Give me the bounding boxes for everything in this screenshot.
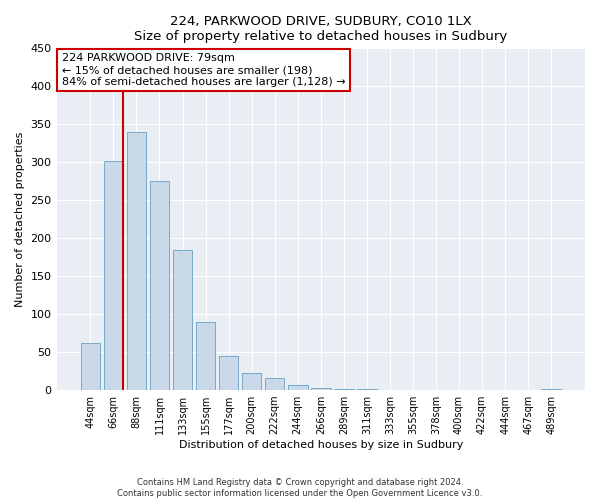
Bar bbox=[265, 378, 284, 390]
Bar bbox=[242, 372, 262, 390]
Bar bbox=[127, 132, 146, 390]
Title: 224, PARKWOOD DRIVE, SUDBURY, CO10 1LX
Size of property relative to detached hou: 224, PARKWOOD DRIVE, SUDBURY, CO10 1LX S… bbox=[134, 15, 508, 43]
Bar bbox=[104, 160, 123, 390]
Text: Contains HM Land Registry data © Crown copyright and database right 2024.
Contai: Contains HM Land Registry data © Crown c… bbox=[118, 478, 482, 498]
Bar bbox=[149, 181, 169, 390]
Bar bbox=[196, 322, 215, 390]
Bar bbox=[334, 388, 353, 390]
Bar bbox=[219, 356, 238, 390]
Bar bbox=[173, 250, 193, 390]
X-axis label: Distribution of detached houses by size in Sudbury: Distribution of detached houses by size … bbox=[179, 440, 463, 450]
Y-axis label: Number of detached properties: Number of detached properties bbox=[15, 132, 25, 307]
Bar bbox=[288, 385, 308, 390]
Bar bbox=[80, 343, 100, 390]
Bar bbox=[311, 388, 331, 390]
Bar bbox=[541, 388, 561, 390]
Text: 224 PARKWOOD DRIVE: 79sqm
← 15% of detached houses are smaller (198)
84% of semi: 224 PARKWOOD DRIVE: 79sqm ← 15% of detac… bbox=[62, 54, 346, 86]
